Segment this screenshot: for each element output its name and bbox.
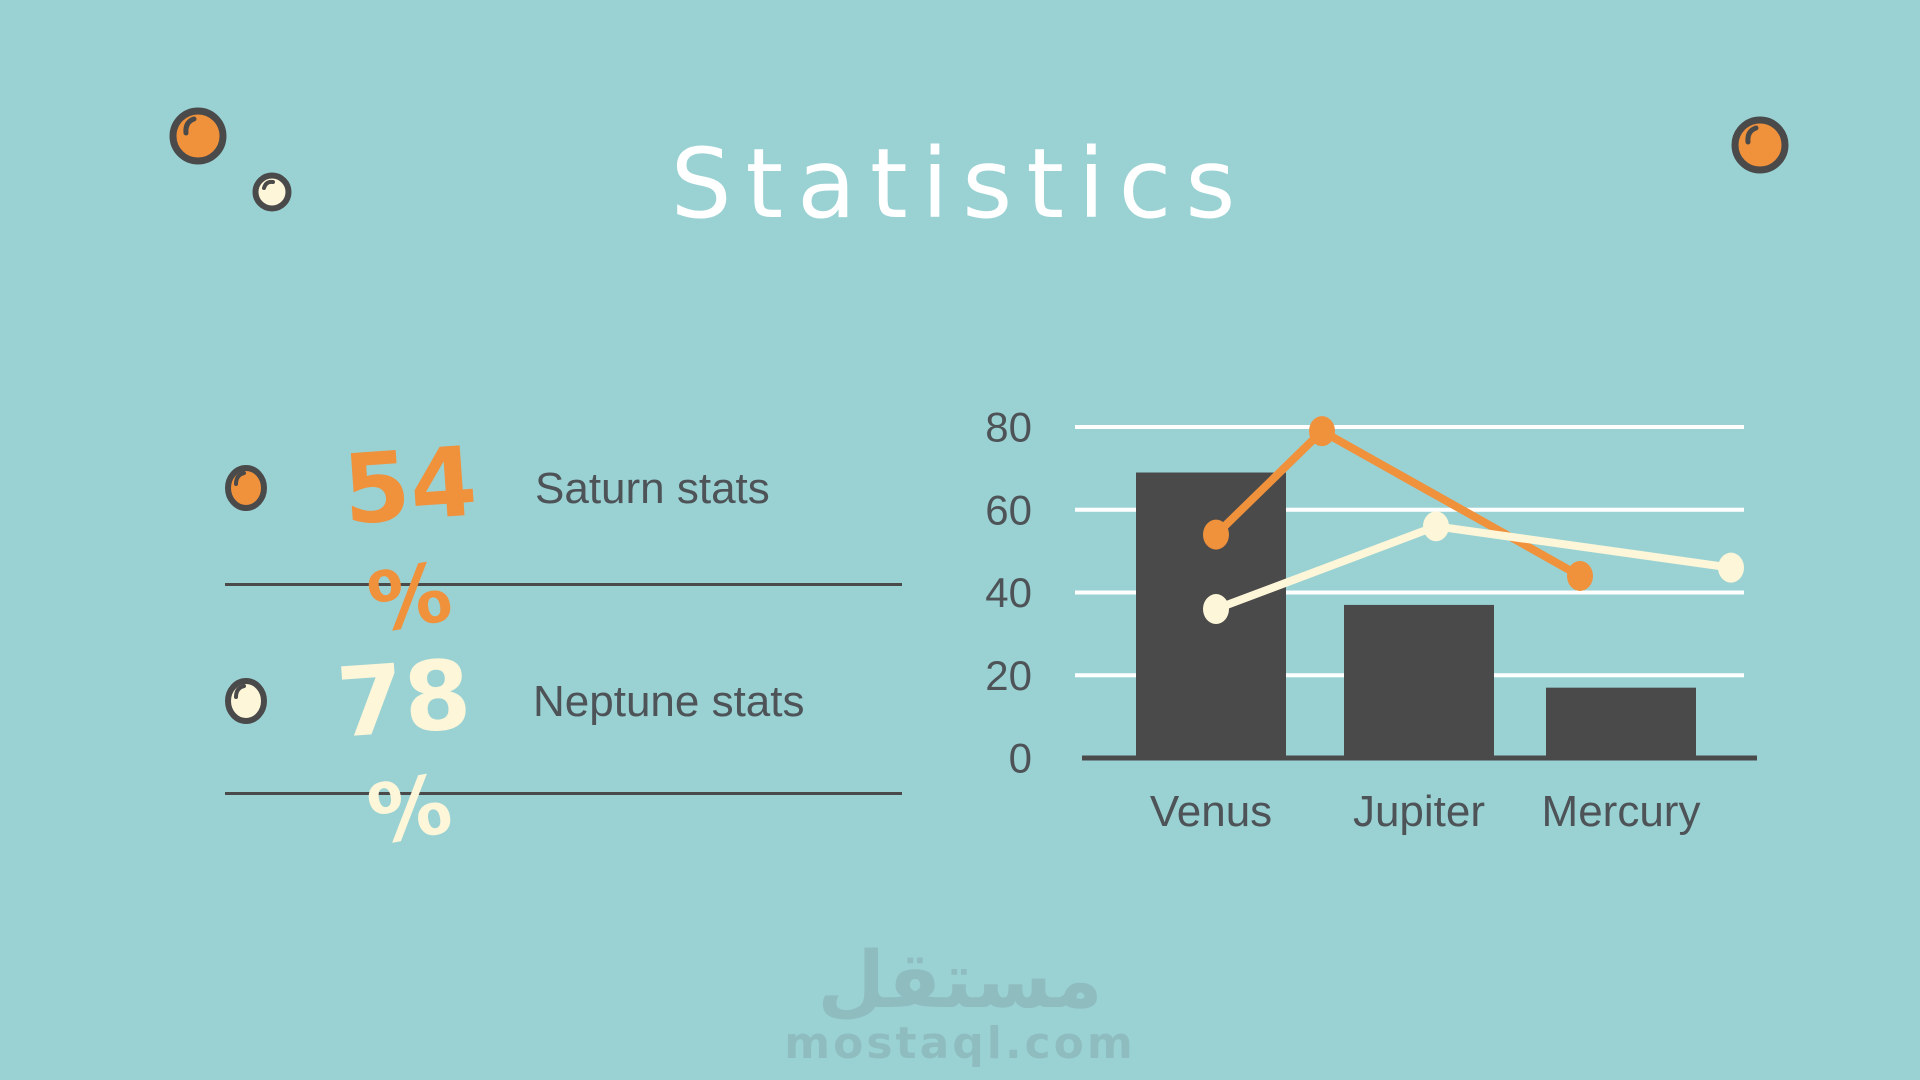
planet-circle-top-right-orange <box>1731 116 1789 174</box>
x-category-label-jupiter: Jupiter <box>1353 787 1485 836</box>
cream-line <box>1214 522 1732 613</box>
planet-circle-top-left-cream <box>252 172 292 212</box>
stat-unit-neptune: % <box>361 756 459 865</box>
x-category-label-venus: Venus <box>1150 787 1272 836</box>
y-tick-label-40: 40 <box>985 569 1032 616</box>
y-tick-label-60: 60 <box>985 486 1032 533</box>
stat-value-saturn: 54 <box>339 425 481 547</box>
stat-unit-saturn: % <box>361 544 459 653</box>
planet-circle-top-left-orange <box>169 107 227 165</box>
orange-line-point-jupiter <box>1309 416 1335 447</box>
y-tick-label-20: 20 <box>985 652 1032 699</box>
stat-label-saturn: Saturn stats <box>535 464 770 513</box>
watermark-arabic-text: مستقل <box>817 936 1103 1026</box>
bar-jupiter <box>1344 604 1494 758</box>
stat-value-neptune: 78 <box>333 638 475 760</box>
page-title: Statistics <box>670 128 1250 240</box>
stat-divider-saturn <box>225 583 902 586</box>
stat-label-neptune: Neptune stats <box>533 677 805 726</box>
cream-line-point-mercury <box>1718 552 1744 583</box>
watermark-latin-text: mostaql.com <box>784 1018 1136 1069</box>
bar-mercury <box>1546 687 1696 758</box>
stat-bullet-neptune <box>225 678 267 724</box>
watermark: مستقل mostaql.com <box>0 942 1920 1068</box>
cream-line-point-venus <box>1203 594 1229 625</box>
x-category-label-mercury: Mercury <box>1542 787 1701 836</box>
stat-divider-neptune <box>225 792 902 795</box>
orange-line-point-mercury <box>1567 560 1593 591</box>
cream-line-point-jupiter <box>1423 511 1449 542</box>
orange-line-point-venus <box>1203 519 1229 550</box>
y-tick-label-0: 0 <box>1009 735 1032 782</box>
statistics-chart: 0 20 40 60 80 Venus Jupiter Mercury <box>985 404 1757 836</box>
stat-bullet-saturn <box>225 465 267 511</box>
y-tick-label-80: 80 <box>985 404 1032 451</box>
